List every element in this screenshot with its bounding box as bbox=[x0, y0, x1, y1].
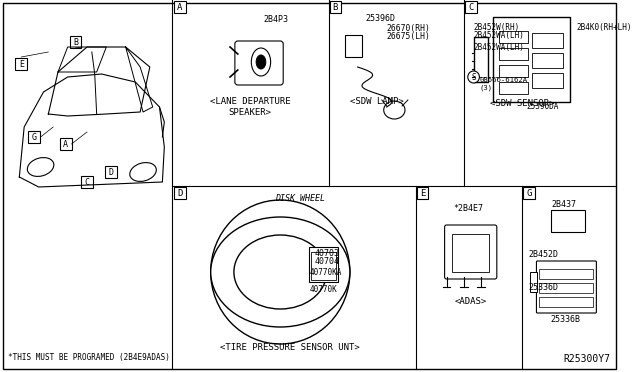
Text: <SDW LAMP>: <SDW LAMP> bbox=[350, 97, 404, 106]
Circle shape bbox=[211, 200, 350, 344]
Ellipse shape bbox=[234, 235, 326, 309]
Circle shape bbox=[263, 254, 298, 290]
Text: 08566-6162A: 08566-6162A bbox=[479, 77, 527, 83]
FancyBboxPatch shape bbox=[330, 1, 341, 13]
Text: 2B452WA(LH): 2B452WA(LH) bbox=[474, 42, 525, 51]
Text: C: C bbox=[84, 177, 90, 186]
Bar bbox=[452, 234, 489, 272]
Text: (3): (3) bbox=[479, 84, 493, 90]
Ellipse shape bbox=[130, 163, 156, 182]
Bar bbox=[309, 247, 339, 282]
Bar bbox=[499, 48, 528, 60]
Text: 2B437: 2B437 bbox=[552, 200, 577, 209]
Text: 2B452WA(LH): 2B452WA(LH) bbox=[474, 31, 525, 39]
Text: 26675(LH): 26675(LH) bbox=[387, 32, 431, 41]
FancyBboxPatch shape bbox=[465, 1, 477, 13]
Text: <SDW SENSOR>: <SDW SENSOR> bbox=[490, 99, 554, 108]
Text: DISK WHEEL: DISK WHEEL bbox=[275, 194, 324, 203]
Ellipse shape bbox=[256, 55, 266, 69]
Bar bbox=[532, 33, 563, 48]
FancyBboxPatch shape bbox=[174, 1, 186, 13]
Circle shape bbox=[234, 224, 326, 320]
Text: D: D bbox=[177, 189, 182, 198]
Text: D: D bbox=[109, 167, 114, 176]
Ellipse shape bbox=[384, 101, 405, 119]
Text: 2B452W(RH): 2B452W(RH) bbox=[474, 22, 520, 32]
Text: S: S bbox=[471, 73, 476, 81]
Bar bbox=[532, 53, 563, 68]
Text: 25336B: 25336B bbox=[550, 315, 580, 324]
Text: 25336D: 25336D bbox=[529, 283, 559, 292]
FancyBboxPatch shape bbox=[81, 176, 93, 188]
Text: 2B452D: 2B452D bbox=[529, 250, 559, 259]
Text: B: B bbox=[333, 3, 338, 12]
FancyBboxPatch shape bbox=[70, 36, 81, 48]
Bar bbox=[345, 35, 362, 57]
Text: 40704: 40704 bbox=[314, 257, 339, 266]
FancyBboxPatch shape bbox=[445, 225, 497, 279]
FancyBboxPatch shape bbox=[235, 41, 284, 85]
Ellipse shape bbox=[211, 217, 350, 327]
Text: 40770KA: 40770KA bbox=[309, 268, 342, 277]
Text: E: E bbox=[19, 60, 24, 68]
Bar bbox=[540, 269, 593, 279]
Bar bbox=[474, 37, 488, 82]
FancyBboxPatch shape bbox=[536, 261, 596, 313]
FancyBboxPatch shape bbox=[15, 58, 27, 70]
FancyBboxPatch shape bbox=[106, 166, 117, 178]
FancyBboxPatch shape bbox=[417, 187, 428, 199]
Text: *THIS MUST BE PROGRAMED (2B4E9ADAS): *THIS MUST BE PROGRAMED (2B4E9ADAS) bbox=[8, 353, 170, 362]
Text: A: A bbox=[177, 3, 182, 12]
FancyBboxPatch shape bbox=[523, 187, 534, 199]
Text: 25396DA: 25396DA bbox=[527, 102, 559, 111]
Text: R25300Y7: R25300Y7 bbox=[564, 354, 611, 364]
Bar bbox=[540, 283, 593, 293]
Bar bbox=[540, 297, 593, 307]
Bar bbox=[311, 252, 337, 280]
Text: 40703: 40703 bbox=[314, 249, 339, 258]
Text: G: G bbox=[526, 189, 531, 198]
Bar bbox=[499, 31, 528, 43]
Ellipse shape bbox=[28, 158, 54, 176]
Text: B: B bbox=[73, 38, 78, 46]
Text: <ADAS>: <ADAS> bbox=[454, 297, 487, 306]
Text: 40770K: 40770K bbox=[309, 285, 337, 294]
Text: 26670(RH): 26670(RH) bbox=[387, 24, 431, 33]
Circle shape bbox=[468, 71, 479, 83]
Bar bbox=[499, 82, 528, 94]
Text: 25396D: 25396D bbox=[365, 14, 396, 23]
Text: 2B4K0(RH+LH): 2B4K0(RH+LH) bbox=[576, 22, 632, 32]
Text: C: C bbox=[468, 3, 474, 12]
Text: E: E bbox=[420, 189, 425, 198]
Text: G: G bbox=[31, 132, 36, 141]
Bar bbox=[530, 272, 538, 292]
Ellipse shape bbox=[252, 48, 271, 76]
Text: <LANE DEPARTURE
SPEAKER>: <LANE DEPARTURE SPEAKER> bbox=[210, 97, 291, 117]
Text: <TIRE PRESSURE SENSOR UNT>: <TIRE PRESSURE SENSOR UNT> bbox=[220, 343, 360, 352]
Text: 2B4P3: 2B4P3 bbox=[263, 15, 288, 24]
Bar bbox=[532, 73, 563, 88]
Text: A: A bbox=[63, 140, 68, 148]
FancyBboxPatch shape bbox=[28, 131, 40, 143]
Text: *2B4E7: *2B4E7 bbox=[454, 204, 484, 213]
Bar bbox=[493, 17, 570, 102]
Bar bbox=[551, 210, 585, 232]
Bar bbox=[499, 65, 528, 77]
FancyBboxPatch shape bbox=[174, 187, 186, 199]
FancyBboxPatch shape bbox=[60, 138, 72, 150]
